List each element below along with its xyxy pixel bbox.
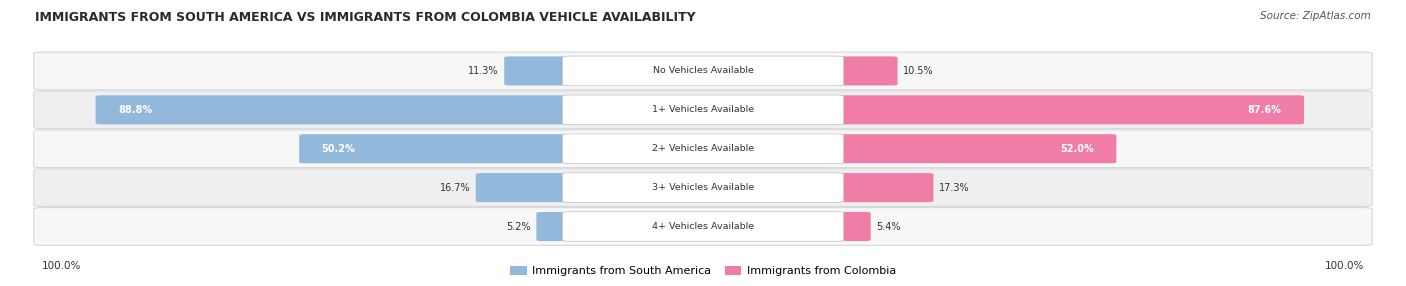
FancyBboxPatch shape	[34, 169, 1372, 206]
FancyBboxPatch shape	[831, 95, 1305, 124]
FancyBboxPatch shape	[96, 95, 575, 124]
FancyBboxPatch shape	[537, 212, 575, 241]
Text: 16.7%: 16.7%	[440, 183, 470, 192]
Text: 4+ Vehicles Available: 4+ Vehicles Available	[652, 222, 754, 231]
Text: IMMIGRANTS FROM SOUTH AMERICA VS IMMIGRANTS FROM COLOMBIA VEHICLE AVAILABILITY: IMMIGRANTS FROM SOUTH AMERICA VS IMMIGRA…	[35, 11, 696, 24]
FancyBboxPatch shape	[34, 130, 1372, 168]
Text: 10.5%: 10.5%	[903, 66, 934, 76]
FancyBboxPatch shape	[505, 56, 575, 86]
FancyBboxPatch shape	[34, 208, 1372, 245]
Text: Source: ZipAtlas.com: Source: ZipAtlas.com	[1260, 11, 1371, 21]
FancyBboxPatch shape	[475, 173, 575, 202]
Text: 87.6%: 87.6%	[1247, 105, 1282, 115]
FancyBboxPatch shape	[34, 52, 1372, 90]
Text: 11.3%: 11.3%	[468, 66, 499, 76]
FancyBboxPatch shape	[562, 212, 844, 241]
Text: 17.3%: 17.3%	[939, 183, 970, 192]
Text: 2+ Vehicles Available: 2+ Vehicles Available	[652, 144, 754, 153]
Text: 3+ Vehicles Available: 3+ Vehicles Available	[652, 183, 754, 192]
Text: 52.0%: 52.0%	[1060, 144, 1094, 154]
FancyBboxPatch shape	[831, 134, 1116, 163]
Text: 100.0%: 100.0%	[42, 261, 82, 271]
FancyBboxPatch shape	[831, 212, 870, 241]
FancyBboxPatch shape	[831, 173, 934, 202]
Text: No Vehicles Available: No Vehicles Available	[652, 66, 754, 76]
Legend: Immigrants from South America, Immigrants from Colombia: Immigrants from South America, Immigrant…	[506, 261, 900, 281]
FancyBboxPatch shape	[562, 173, 844, 202]
FancyBboxPatch shape	[299, 134, 575, 163]
FancyBboxPatch shape	[562, 95, 844, 125]
Text: 88.8%: 88.8%	[118, 105, 152, 115]
Text: 100.0%: 100.0%	[1324, 261, 1364, 271]
FancyBboxPatch shape	[831, 56, 897, 86]
FancyBboxPatch shape	[34, 91, 1372, 129]
Text: 1+ Vehicles Available: 1+ Vehicles Available	[652, 105, 754, 114]
FancyBboxPatch shape	[562, 134, 844, 164]
Text: 5.2%: 5.2%	[506, 222, 531, 231]
FancyBboxPatch shape	[562, 56, 844, 86]
Text: 50.2%: 50.2%	[322, 144, 356, 154]
Text: 5.4%: 5.4%	[876, 222, 901, 231]
